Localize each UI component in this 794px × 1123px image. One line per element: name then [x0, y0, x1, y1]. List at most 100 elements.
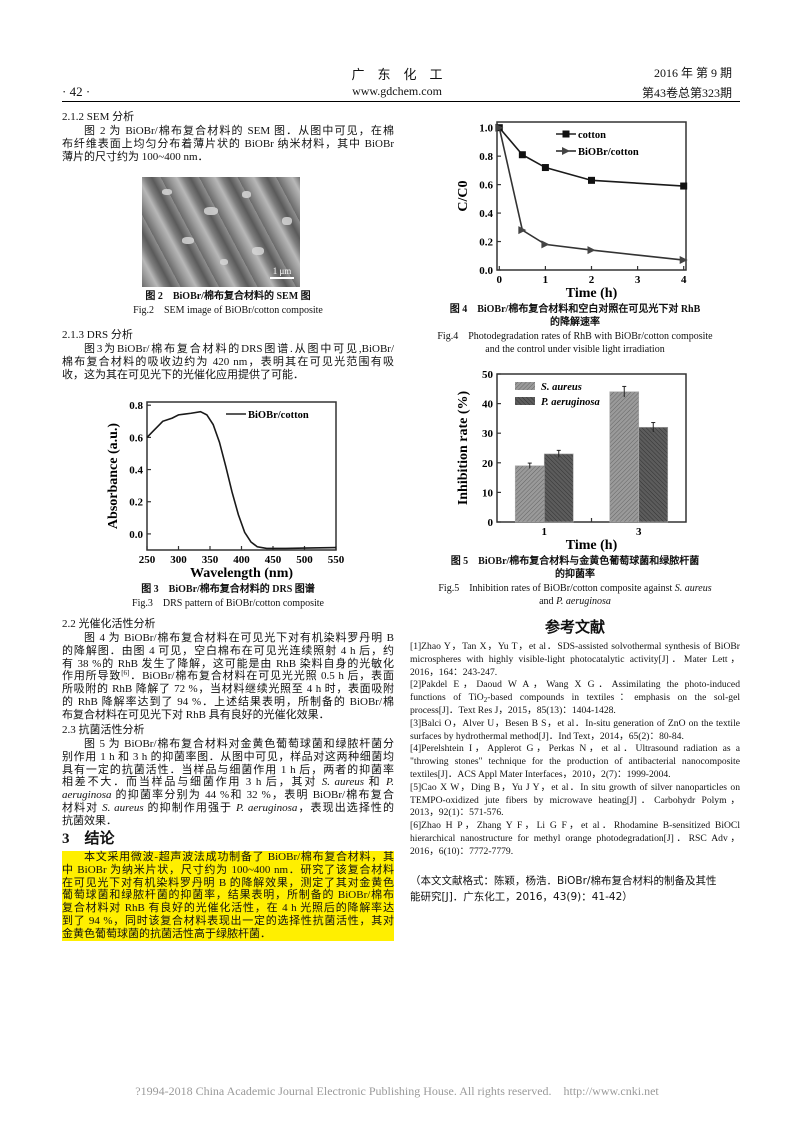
text-segment: TEMPO-oxidized jute fibers by microwave …	[410, 794, 740, 806]
text-line: 中 BiOBr 为纳米片状，尺寸约为 100~400 nm．研究了该复合材料	[62, 863, 394, 877]
x-tick-label: 500	[296, 554, 313, 566]
data-point	[588, 176, 595, 184]
text-line: 棉布复合材料的吸收边约为 420 nm，表明其在可见光范围有吸	[62, 356, 394, 369]
section-heading-antibacterial: 2.3 抗菌活性分析	[62, 724, 145, 736]
y-tick-label: 1.0	[479, 123, 493, 135]
plot-frame	[146, 401, 337, 551]
paragraph-sem: 图 2 为 BiOBr/棉布复合材料的 SEM 图．从图中可见，在棉 布纤维表面上…	[62, 125, 394, 163]
text-line: 相差不大．而当样品与细菌作用 3 h 后，其对 S. aureus 和 P.	[62, 776, 394, 789]
citation-line-1: （本文文献格式：陈颖，杨浩．BiOBr/棉布复合材料的制备及其性	[410, 875, 717, 887]
x-tick-label: 2	[589, 274, 595, 286]
text-segment: 图 2 为 BiOBr/棉布复合材料的 SEM 图．从图中可见，在棉	[84, 125, 394, 137]
text-segment: 相差不大．而当样品与细菌作用 3 h 后，其对	[62, 776, 322, 789]
text-line: 材料对 S. aureus 的抑制作用强于 P. aeruginosa，表现出选…	[62, 802, 394, 815]
text-line: 图3为BiOBr/棉布复合材料的DRS图谱.从图中可见,BiOBr/	[62, 343, 394, 356]
fig3-caption-en: Fig.3 DRS pattern of BiOBr/cotton compos…	[132, 598, 324, 609]
caption-text: and	[539, 596, 557, 607]
data-point	[518, 151, 526, 159]
text-segment: 金黄色葡萄球菌的抗菌活性高于绿脓杆菌．	[62, 927, 271, 940]
x-axis-label: Wavelength (nm)	[190, 566, 293, 581]
text-segment: ．BiOBr/棉布复合材料在可见光光照 0.5 h 后，表面	[129, 670, 394, 683]
text-segment: 中 BiOBr 为纳米片状，尺寸约为 100~400 nm．研究了该复合材料	[62, 863, 394, 876]
bar-P. aeruginosa	[638, 426, 669, 523]
data-point	[541, 240, 550, 249]
text-segment: -based compounds in textiles：emphasis on…	[487, 692, 741, 704]
legend-label: BiOBr/cotton	[248, 410, 309, 421]
sem-image: 1 μm	[142, 177, 300, 287]
text-segment: [6]Zhao H P，Zhang Y F，Li G F，et al．Rhoda…	[410, 820, 740, 832]
fig5-caption-cn-1: 图 5 BiOBr/棉布复合材料与金黄色葡萄球菌和绿脓杆菌	[450, 556, 700, 567]
fig5-caption-cn-2: 的抑菌率	[555, 569, 595, 580]
reference-line: [1]Zhao Y，Tan X，Yu T，et al．SDS-assisted …	[410, 641, 740, 654]
data-point	[518, 226, 527, 235]
caption-text: Fig.5 Inhibition rates of BiOBr/cotton c…	[438, 583, 675, 594]
y-axis-label: Absorbance (a.u.)	[106, 423, 121, 530]
text-line: 作用所导致[6]．BiOBr/棉布复合材料在可见光光照 0.5 h 后，表面	[62, 670, 394, 683]
text-segment: microspheres with highly visible-light p…	[410, 653, 740, 665]
text-line: 布纤维表面上均匀分布着薄片状的 BiOBr 纳米材料，其中 BiOBr	[62, 138, 394, 151]
text-line: 图 5 为 BiOBr/棉布复合材料对金黄色葡萄球菌和绿脓杆菌分	[62, 738, 394, 751]
fig5-caption-en-1: Fig.5 Inhibition rates of BiOBr/cotton c…	[410, 583, 740, 595]
text-line: 所吸附的 RhB 降解了 72 %，当材料继续光照至 4 h 时，表面吸附	[62, 683, 394, 696]
fig5-chart: 0 10 20 30 40 50 Time (h) Inhibition rate (%) 1 3…	[456, 369, 687, 553]
italic-text: aeruginosa	[62, 789, 112, 802]
x-tick-label: 1	[543, 274, 549, 286]
copyright-footer: ?1994-2018 China Academic Journal Electr…	[135, 1084, 659, 1098]
text-segment: "throwing stones" technique for the prod…	[410, 756, 740, 768]
text-segment: 2016，6(10)：7772-7779.	[410, 845, 514, 857]
reference-line: hierarchical nanostructure for methyl or…	[410, 833, 740, 846]
text-segment: 图 5 为 BiOBr/棉布复合材料对金黄色葡萄球菌和绿脓杆菌分	[84, 738, 394, 750]
volume-info: 第43卷总第323期	[641, 86, 732, 100]
fig5-caption-en-2: and P. aeruginosa	[410, 596, 740, 608]
y-tick-label: 0.2	[479, 237, 493, 249]
citation-superscript: [6]	[121, 669, 130, 678]
bar-S. aureus	[609, 391, 640, 523]
references-list: [1]Zhao Y，Tan X，Yu T，et al．SDS-assisted …	[410, 641, 740, 859]
fig4-caption-en-1: Fig.4 Photodegradation rates of RhB with…	[437, 331, 713, 342]
section-heading-sem: 2.1.2 SEM 分析	[62, 111, 135, 123]
x-tick-label: 1	[542, 526, 548, 538]
text-segment: [4]Perelshtein I，Applerot G，Perkas N，et …	[410, 743, 740, 755]
text-segment: textiles[J]．ACS Appl Mater Interfaces，20…	[410, 768, 671, 780]
fig2-caption-en: Fig.2 SEM image of BiOBr/cotton composit…	[133, 305, 323, 316]
reference-line: [4]Perelshtein I，Applerot G，Perkas N，et …	[410, 743, 740, 756]
text-line: 复合材料对 RhB 有良好的光催化活性，在 4 h 光照后的降解率达	[62, 902, 394, 915]
text-line: 有 38 %的 RhB 发生了降解，这可能是由 RhB 染料自身的光敏化	[62, 658, 394, 671]
text-segment: 布纤维表面上均匀分布着薄片状的 BiOBr 纳米材料，其中 BiOBr	[62, 137, 394, 150]
x-axis-label: Time (h)	[566, 286, 618, 301]
citation-line-2: 能研究[J]．广东化工，2016，43(9)：41-42）	[410, 891, 633, 903]
reference-line: [5]Cao X W，Ding B，Yu J Y，et al．In situ g…	[410, 782, 740, 795]
text-segment: 材料对	[62, 801, 103, 814]
section-heading-drs: 2.1.3 DRS 分析	[62, 329, 133, 341]
y-tick-label: 0.8	[129, 400, 143, 412]
y-tick-label: 0	[488, 517, 494, 529]
x-tick-label: 400	[233, 554, 250, 566]
reference-line: 2013，92(1)：571-576.	[410, 807, 740, 820]
y-tick-label: 10	[482, 487, 494, 499]
text-line: 别作用 1 h 和 3 h 的抑菌率图．从图中可见，样品对这两种细菌均	[62, 751, 394, 764]
caption-species: P. aeruginosa	[556, 596, 611, 607]
fig4-caption-cn-2: 的降解速率	[550, 317, 600, 328]
text-segment: 薄片的尺寸约为 100~400 nm．	[62, 150, 209, 163]
reference-line: [2]Pakdel E，Daoud W A，Wang X G．Assimilat…	[410, 679, 740, 692]
text-segment: 具有一定的抗菌活性．当样品与细菌作用 1 h 后，两者的抑菌率	[62, 763, 394, 776]
paragraph-photocatalysis: 图 4 为 BiOBr/棉布复合材料在可见光下对有机染料罗丹明 B 的降解图．由图…	[62, 632, 394, 722]
y-tick-label: 0.4	[479, 208, 493, 220]
y-tick-label: 20	[482, 458, 494, 470]
reference-line: surfaces by hydrothermal method[J]．Ind T…	[410, 731, 740, 744]
data-point	[587, 246, 596, 255]
text-line: 图 4 为 BiOBr/棉布复合材料在可见光下对有机染料罗丹明 B	[62, 632, 394, 645]
text-segment: 布复合材料在可见光下对 RhB 具有良好的光催化效果．	[62, 708, 330, 721]
text-segment: surfaces by hydrothermal method[J]．Ind T…	[410, 730, 684, 742]
y-tick-label: 0.8	[479, 151, 493, 163]
y-tick-label: 40	[482, 399, 494, 411]
text-line: 收，这为其在可见光下的光催化应用提供了可能．	[62, 369, 394, 382]
italic-text: S. aureus	[321, 776, 365, 789]
fig2-caption-cn: 图 2 BiOBr/棉布复合材料的 SEM 图	[145, 291, 311, 302]
y-tick-label: 0.0	[129, 529, 143, 541]
reference-line: textiles[J]．ACS Appl Mater Interfaces，20…	[410, 769, 740, 782]
references-title: 参考文献	[544, 620, 605, 636]
x-tick-label: 550	[328, 554, 345, 566]
text-segment: [5]Cao X W，Ding B，Yu J Y，et al．In situ g…	[410, 781, 740, 793]
text-segment: 在可见光下对有机染料罗丹明 B 的降解效果，测定了其对金黄色	[62, 876, 394, 889]
